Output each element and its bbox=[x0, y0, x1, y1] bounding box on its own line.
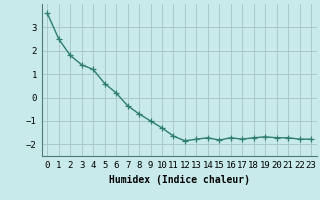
X-axis label: Humidex (Indice chaleur): Humidex (Indice chaleur) bbox=[109, 175, 250, 185]
